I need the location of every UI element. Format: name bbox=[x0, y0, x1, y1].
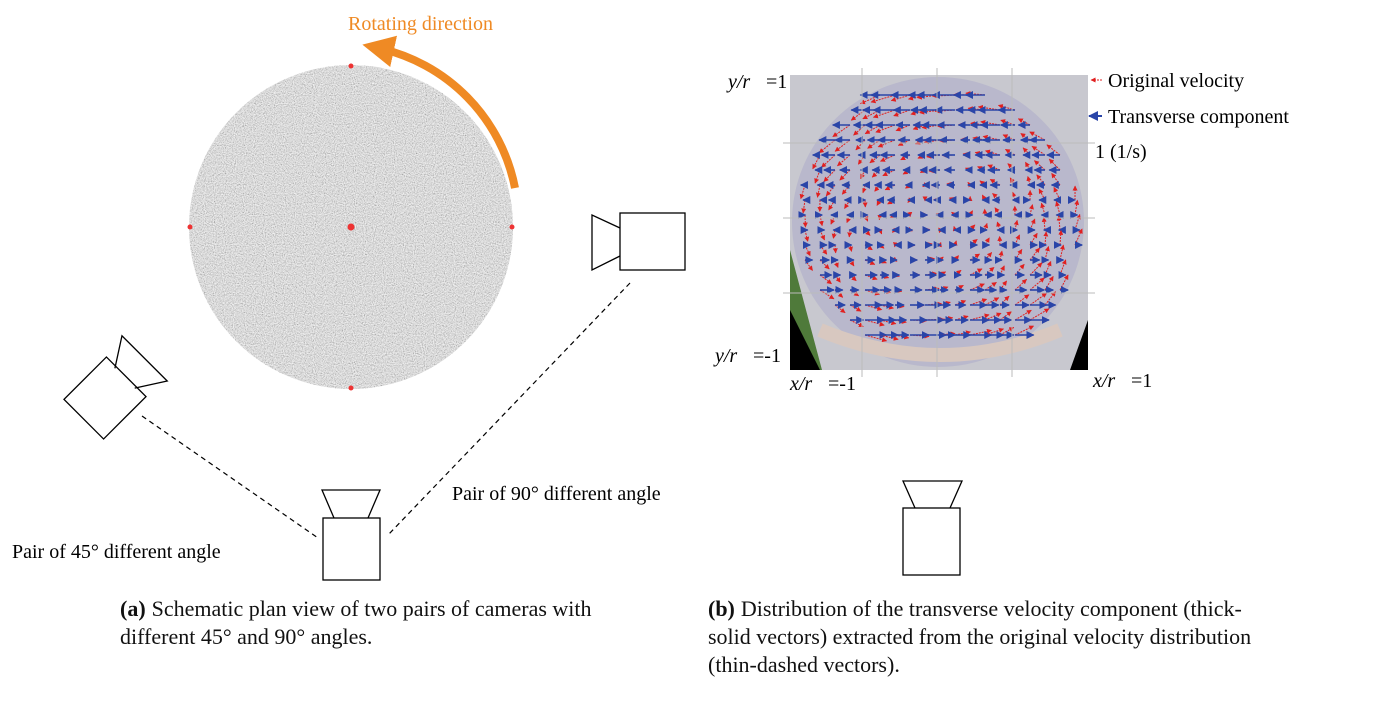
caption-b-tag: (b) bbox=[708, 596, 735, 621]
original-vector bbox=[835, 245, 836, 253]
x-right-var: x/r bbox=[1092, 370, 1115, 392]
piv-image bbox=[790, 75, 1088, 370]
x-left-var: x/r bbox=[789, 373, 812, 395]
legend-scale: 1 (1/s) bbox=[1095, 141, 1147, 163]
rotating-disk bbox=[188, 64, 515, 391]
caption-b-text: Distribution of the transverse velocity … bbox=[708, 596, 1251, 677]
y-top-eq: =1 bbox=[766, 71, 787, 93]
x-right-eq: =1 bbox=[1131, 370, 1152, 392]
legend-original: Original velocity bbox=[1108, 70, 1244, 92]
pair-90-label: Pair of 90° different angle bbox=[452, 483, 661, 505]
legend-transverse: Transverse component bbox=[1108, 106, 1289, 128]
x-left-eq: =-1 bbox=[828, 373, 856, 395]
y-top-var: y/r bbox=[726, 71, 750, 93]
caption-a-text: Schematic plan view of two pairs of came… bbox=[120, 596, 592, 649]
rotation-label: Rotating direction bbox=[348, 13, 493, 35]
y-bottom-var: y/r bbox=[713, 345, 737, 367]
pair-45-label: Pair of 45° different angle bbox=[12, 541, 221, 563]
page: Rotating direction Pair of 90° different… bbox=[0, 0, 1373, 707]
caption-b: (b)Distribution of the transverse veloci… bbox=[708, 595, 1268, 679]
caption-a: (a)Schematic plan view of two pairs of c… bbox=[120, 595, 660, 651]
caption-a-tag: (a) bbox=[120, 596, 146, 621]
y-bottom-eq: =-1 bbox=[753, 345, 781, 367]
